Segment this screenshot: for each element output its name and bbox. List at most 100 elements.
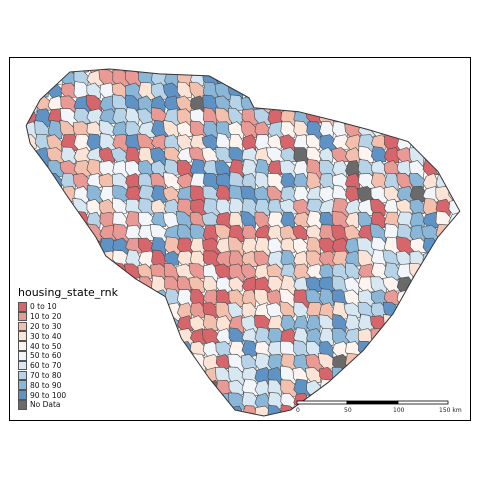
tract-polygon[interactable]: [332, 69, 350, 88]
tract-polygon[interactable]: [241, 82, 260, 100]
tract-polygon[interactable]: [267, 82, 283, 99]
tract-polygon[interactable]: [319, 121, 335, 139]
tract-polygon[interactable]: [319, 82, 335, 99]
tract-polygon[interactable]: [280, 58, 296, 73]
tract-polygon[interactable]: [395, 121, 414, 137]
tract-polygon[interactable]: [10, 264, 25, 279]
tract-polygon[interactable]: [240, 211, 257, 230]
tract-polygon[interactable]: [189, 392, 208, 411]
tract-polygon[interactable]: [176, 121, 194, 138]
tract-polygon[interactable]: [34, 250, 51, 268]
tract-polygon[interactable]: [10, 237, 25, 257]
tract-polygon[interactable]: [34, 173, 52, 189]
tract-polygon[interactable]: [215, 58, 231, 76]
tract-polygon[interactable]: [448, 379, 465, 398]
tract-polygon[interactable]: [435, 379, 453, 396]
tract-polygon[interactable]: [395, 82, 412, 101]
tract-polygon[interactable]: [435, 366, 452, 384]
tract-polygon[interactable]: [189, 378, 209, 399]
tract-polygon[interactable]: [409, 108, 426, 125]
map-canvas[interactable]: [10, 58, 470, 420]
tract-polygon[interactable]: [73, 58, 90, 74]
tract-polygon[interactable]: [177, 81, 193, 99]
tract-polygon[interactable]: [10, 120, 28, 141]
tract-polygon[interactable]: [382, 69, 401, 89]
tract-polygon[interactable]: [448, 289, 466, 307]
tract-polygon[interactable]: [241, 340, 258, 358]
tract-polygon[interactable]: [267, 134, 283, 151]
tract-polygon[interactable]: [292, 224, 309, 241]
tract-polygon[interactable]: [86, 158, 104, 177]
tract-polygon[interactable]: [293, 211, 311, 228]
tract-polygon[interactable]: [409, 366, 427, 384]
tract-polygon[interactable]: [435, 340, 454, 360]
tract-polygon[interactable]: [358, 68, 374, 89]
tract-polygon[interactable]: [409, 340, 425, 360]
tract-polygon[interactable]: [422, 302, 441, 319]
tract-polygon[interactable]: [138, 379, 155, 397]
tract-polygon[interactable]: [228, 379, 245, 396]
tract-polygon[interactable]: [176, 354, 194, 374]
tract-polygon[interactable]: [240, 69, 260, 88]
tract-polygon[interactable]: [137, 289, 154, 306]
tract-polygon[interactable]: [409, 95, 428, 114]
tract-polygon[interactable]: [86, 249, 105, 267]
tract-polygon[interactable]: [99, 120, 116, 137]
tract-polygon[interactable]: [435, 262, 451, 283]
tract-polygon[interactable]: [33, 263, 51, 283]
tract-polygon[interactable]: [215, 328, 232, 345]
tract-polygon[interactable]: [409, 58, 428, 76]
tract-polygon[interactable]: [370, 340, 390, 361]
tract-polygon[interactable]: [435, 354, 454, 371]
tract-polygon[interactable]: [280, 121, 297, 139]
tract-polygon[interactable]: [370, 366, 388, 385]
tract-polygon[interactable]: [86, 263, 103, 280]
tract-polygon[interactable]: [435, 287, 453, 307]
tract-polygon[interactable]: [370, 95, 390, 114]
tract-polygon[interactable]: [345, 211, 360, 229]
tract-polygon[interactable]: [215, 405, 231, 420]
tract-polygon[interactable]: [215, 184, 231, 202]
tract-polygon[interactable]: [434, 95, 454, 113]
tract-polygon[interactable]: [280, 237, 297, 254]
tract-polygon[interactable]: [72, 249, 91, 268]
tract-polygon[interactable]: [151, 315, 169, 332]
tract-polygon[interactable]: [461, 148, 470, 167]
tract-polygon[interactable]: [462, 251, 470, 269]
tract-polygon[interactable]: [10, 107, 28, 125]
tract-polygon[interactable]: [10, 134, 26, 150]
tract-polygon[interactable]: [447, 341, 464, 358]
tract-polygon[interactable]: [189, 58, 206, 77]
tract-polygon[interactable]: [448, 314, 463, 335]
tract-polygon[interactable]: [293, 301, 309, 320]
tract-polygon[interactable]: [370, 352, 390, 372]
tract-polygon[interactable]: [331, 147, 350, 163]
tract-polygon[interactable]: [358, 145, 375, 164]
tract-polygon[interactable]: [228, 58, 247, 76]
tract-polygon[interactable]: [164, 379, 182, 398]
tract-polygon[interactable]: [421, 121, 440, 141]
tract-polygon[interactable]: [60, 146, 77, 165]
tract-polygon[interactable]: [306, 95, 321, 114]
tract-polygon[interactable]: [162, 341, 181, 359]
tract-polygon[interactable]: [370, 134, 388, 151]
tract-polygon[interactable]: [22, 198, 40, 218]
tract-polygon[interactable]: [10, 58, 25, 74]
tract-polygon[interactable]: [34, 198, 50, 216]
tract-polygon[interactable]: [462, 289, 470, 307]
tract-polygon[interactable]: [279, 301, 296, 319]
tract-polygon[interactable]: [46, 237, 65, 255]
tract-polygon[interactable]: [10, 160, 25, 178]
tract-polygon[interactable]: [435, 315, 453, 332]
tract-polygon[interactable]: [201, 58, 218, 77]
tract-polygon[interactable]: [422, 95, 441, 112]
tract-polygon[interactable]: [60, 172, 77, 191]
tract-polygon[interactable]: [462, 303, 470, 321]
tract-polygon[interactable]: [461, 58, 470, 73]
tract-polygon[interactable]: [73, 263, 92, 283]
tract-polygon[interactable]: [357, 379, 376, 400]
tract-polygon[interactable]: [138, 392, 157, 410]
tract-polygon[interactable]: [10, 69, 28, 88]
tract-polygon[interactable]: [85, 94, 103, 113]
tract-polygon[interactable]: [98, 263, 118, 281]
